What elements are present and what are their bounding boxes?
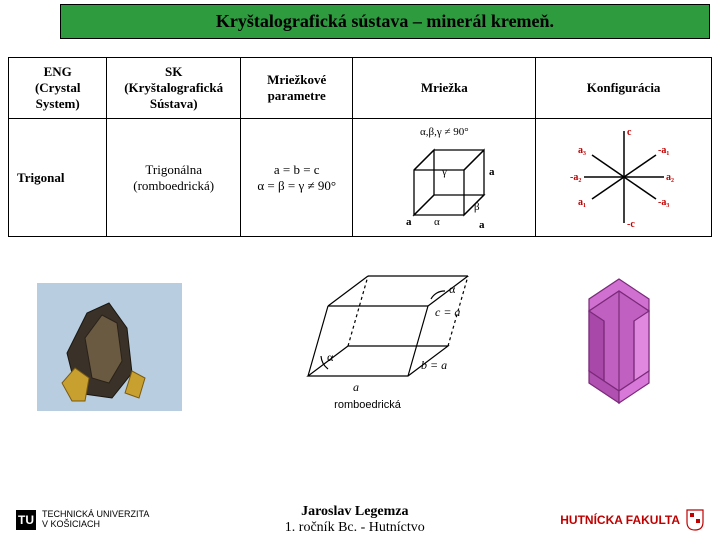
lbl-c: c bbox=[627, 127, 632, 138]
lbl-rh-a: a bbox=[353, 380, 359, 394]
col-sk: SK (Kryštalografická Sústava) bbox=[107, 58, 241, 119]
lbl-rh-alpha2: α bbox=[449, 282, 456, 296]
faculty-right: HUTNÍCKA FAKULTA bbox=[560, 509, 704, 531]
col-lattice: Mriežka bbox=[353, 58, 536, 119]
crystal-table: ENG (Crystal System) SK (Kryštalografick… bbox=[8, 57, 712, 237]
lbl-a: a bbox=[406, 216, 412, 228]
col-params: Mriežkové parametre bbox=[240, 58, 352, 119]
col-eng: ENG (Crystal System) bbox=[9, 58, 107, 119]
lbl-beta: β bbox=[474, 201, 480, 213]
uni-line2: V KOŠICIACH bbox=[42, 520, 149, 530]
lbl-a3: a₃ bbox=[578, 145, 586, 156]
cell-params: a = b = c α = β = γ ≠ 90° bbox=[240, 119, 352, 237]
cell-sk: Trigonálna (romboedrická) bbox=[107, 119, 241, 237]
table-row: Trigonal Trigonálna (romboedrická) a = b… bbox=[9, 119, 712, 237]
author-sub: 1. ročník Bc. - Hutníctvo bbox=[285, 520, 425, 536]
faculty-name: HUTNÍCKA FAKULTA bbox=[560, 513, 680, 527]
lbl-rh-b: b = a bbox=[421, 358, 447, 372]
slide-title: Kryštalografická sústava – minerál kreme… bbox=[216, 11, 554, 31]
slide-title-bar: Kryštalografická sústava – minerál kreme… bbox=[60, 4, 710, 39]
lbl-gamma: γ bbox=[441, 166, 447, 178]
lbl-ma2: -a₂ bbox=[570, 172, 581, 183]
author-block: Jaroslav Legemza 1. ročník Bc. - Hutníct… bbox=[285, 504, 425, 536]
cell-config: c -c a₂ -a₂ -a₁ a₁ -a₃ a₃ bbox=[536, 119, 712, 237]
lattice-top-label: α,β,γ ≠ 90° bbox=[361, 126, 527, 138]
cell-lattice: α,β,γ ≠ 90° a a bbox=[353, 119, 536, 237]
rhombohedron-diagram: a b = a c = a α α romboedrická bbox=[253, 261, 483, 411]
params-line1: a = b = c bbox=[249, 162, 344, 178]
university-name: TECHNICKÁ UNIVERZITA V KOŠICIACH bbox=[42, 510, 149, 530]
footer: TU TECHNICKÁ UNIVERZITA V KOŠICIACH Jaro… bbox=[0, 504, 720, 536]
lbl-a3: a bbox=[489, 166, 495, 178]
images-row: a b = a c = a α α romboedrická bbox=[10, 261, 710, 411]
lbl-a2p: a₂ bbox=[666, 172, 674, 183]
author-name: Jaroslav Legemza bbox=[285, 504, 425, 520]
col-config: Konfigurácia bbox=[536, 58, 712, 119]
cell-eng: Trigonal bbox=[9, 119, 107, 237]
tu-logo-icon: TU bbox=[16, 510, 36, 530]
lbl-mc: -c bbox=[627, 219, 635, 230]
lbl-rh-alpha1: α bbox=[327, 350, 334, 364]
lbl-rh-c: c = a bbox=[435, 305, 460, 319]
rhomb-caption: romboedrická bbox=[253, 399, 483, 411]
shield-icon bbox=[686, 509, 704, 531]
crystal-3d-model bbox=[554, 271, 684, 411]
lbl-ma1: -a₁ bbox=[658, 145, 669, 156]
quartz-photo bbox=[37, 283, 182, 411]
lbl-alpha: α bbox=[434, 216, 440, 228]
axis-config-icon: c -c a₂ -a₂ -a₁ a₁ -a₃ a₃ bbox=[564, 125, 684, 230]
table-header-row: ENG (Crystal System) SK (Kryštalografick… bbox=[9, 58, 712, 119]
rhombohedron-icon: a a a α β γ bbox=[384, 140, 504, 230]
lbl-a2: a bbox=[479, 219, 485, 230]
lbl-a1: a₁ bbox=[578, 197, 586, 208]
lbl-ma3: -a₃ bbox=[658, 197, 669, 208]
params-line2: α = β = γ ≠ 90° bbox=[249, 178, 344, 194]
university-left: TU TECHNICKÁ UNIVERZITA V KOŠICIACH bbox=[16, 510, 149, 530]
